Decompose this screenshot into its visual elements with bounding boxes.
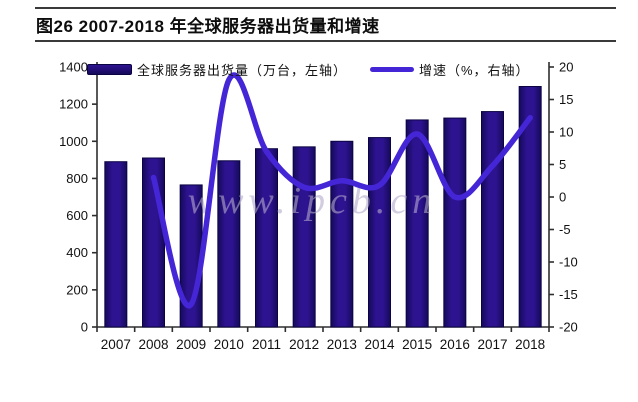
right-axis-label: -5 [559, 222, 571, 237]
x-axis-label: 2017 [477, 337, 507, 352]
bar-2012 [292, 146, 316, 328]
x-axis-label: 2012 [289, 337, 319, 352]
bar-2015 [405, 119, 429, 328]
bar-2017 [481, 111, 504, 328]
legend-item-growth: 增速（%，右轴） [370, 61, 530, 78]
x-axis-label: 2007 [101, 337, 131, 352]
right-axis-label: 15 [559, 92, 573, 107]
x-axis-label: 2018 [515, 337, 545, 352]
title-rule-top [35, 7, 616, 9]
x-axis-label: 2008 [138, 337, 168, 352]
left-axis-label: 800 [66, 171, 88, 186]
left-axis-label: 0 [81, 320, 88, 335]
bar-2013 [330, 140, 354, 328]
bar-2010 [217, 160, 241, 328]
right-axis-label: 20 [559, 60, 573, 75]
left-axis-label: 1400 [59, 60, 88, 75]
x-axis-label: 2015 [402, 337, 432, 352]
left-axis-label: 400 [66, 245, 88, 260]
x-axis-label: 2013 [327, 337, 357, 352]
x-axis-label: 2014 [364, 337, 395, 352]
legend-item-shipments: 全球服务器出货量（万台，左轴） [87, 61, 348, 78]
growth-line [150, 72, 533, 309]
legend-label-shipments: 全球服务器出货量（万台，左轴） [137, 62, 348, 78]
right-axis-label: -15 [559, 287, 578, 302]
bar-2011 [255, 148, 278, 328]
title-rule-bottom [35, 40, 616, 42]
left-axis-label: 600 [66, 208, 88, 223]
bar-series-swatch-icon [87, 63, 132, 75]
figure-title: 图26 2007-2018 年全球服务器出货量和增速 [36, 17, 380, 36]
x-axis-label: 2009 [176, 337, 206, 352]
left-axis-label: 200 [66, 282, 88, 297]
right-axis-label: 5 [559, 157, 566, 172]
right-axis-label: -10 [559, 255, 578, 270]
bar-2014 [368, 137, 391, 328]
right-axis-label: 10 [559, 125, 573, 140]
x-axis-label: 2016 [440, 337, 470, 352]
x-axis-label: 2010 [214, 337, 244, 352]
right-axis-label: -20 [559, 320, 578, 335]
bar-2007 [104, 161, 128, 328]
bar-2018 [518, 86, 542, 328]
left-axis-label: 1200 [59, 97, 88, 112]
right-axis-label: 0 [559, 190, 566, 205]
legend-label-growth: 增速（%，右轴） [419, 62, 530, 78]
left-axis-label: 1000 [59, 134, 88, 149]
x-axis-label: 2011 [252, 337, 281, 352]
line-series-swatch-icon [370, 66, 414, 72]
bar-2016 [443, 117, 467, 328]
